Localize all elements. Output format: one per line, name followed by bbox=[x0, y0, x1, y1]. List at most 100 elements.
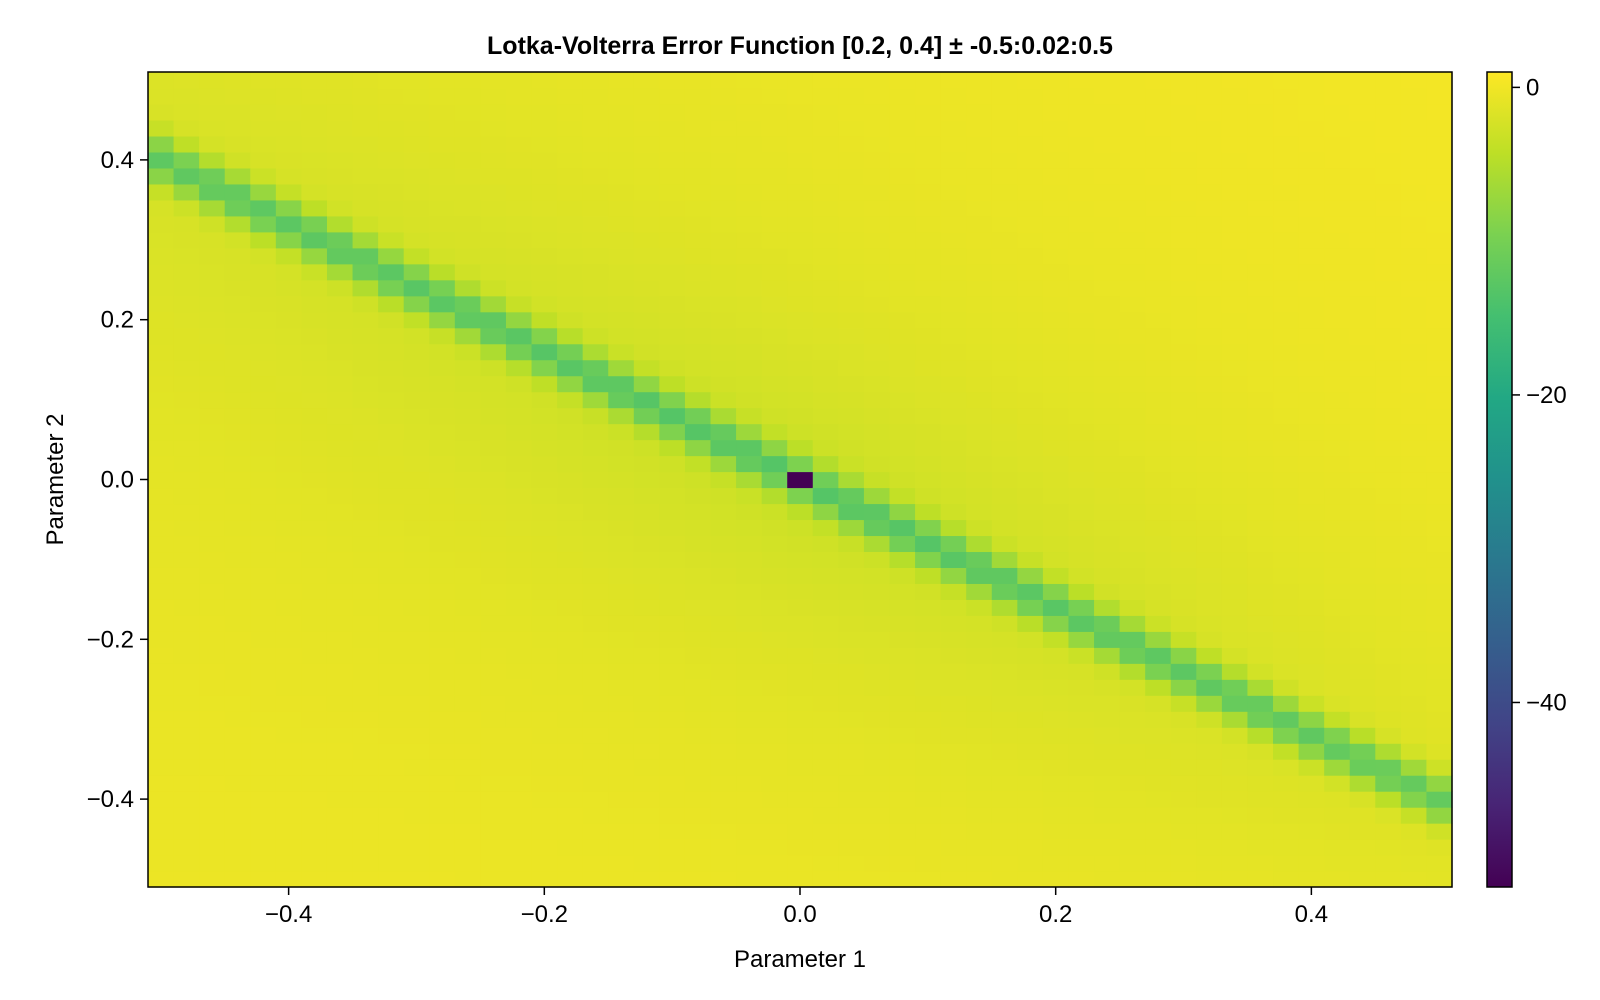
heatmap-cell bbox=[1119, 135, 1146, 153]
heatmap-cell bbox=[1349, 167, 1376, 185]
heatmap-cell bbox=[326, 567, 354, 584]
heatmap-cell bbox=[915, 487, 942, 505]
heatmap-cell bbox=[275, 407, 303, 425]
heatmap-cell bbox=[812, 615, 839, 632]
heatmap-cell bbox=[787, 839, 814, 856]
heatmap-cell bbox=[966, 743, 993, 760]
heatmap-cell bbox=[991, 663, 1018, 680]
heatmap-cell bbox=[582, 375, 609, 393]
heatmap-cell bbox=[429, 311, 456, 329]
heatmap-cell bbox=[352, 823, 379, 840]
heatmap-cell bbox=[966, 423, 993, 441]
heatmap-cell bbox=[838, 807, 865, 824]
heatmap-cell bbox=[838, 615, 865, 632]
heatmap-cell bbox=[1349, 231, 1376, 249]
heatmap-cell bbox=[224, 663, 251, 680]
heatmap-cell bbox=[659, 343, 686, 361]
heatmap-cell bbox=[1068, 391, 1095, 409]
heatmap-cell bbox=[966, 359, 993, 377]
heatmap-cell bbox=[991, 407, 1018, 425]
heatmap-cell bbox=[173, 103, 200, 121]
heatmap-cell bbox=[1400, 87, 1428, 105]
heatmap-cell bbox=[1196, 695, 1223, 712]
heatmap-cell bbox=[250, 375, 277, 393]
heatmap-cell bbox=[480, 503, 507, 521]
heatmap-cell bbox=[684, 407, 712, 425]
heatmap-cell bbox=[378, 247, 405, 265]
heatmap-cell bbox=[275, 183, 303, 201]
heatmap-cell bbox=[454, 807, 481, 824]
heatmap-cell bbox=[1094, 471, 1121, 489]
heatmap-cell bbox=[199, 567, 226, 584]
heatmap-cell bbox=[1094, 199, 1121, 217]
heatmap-cell bbox=[1298, 631, 1325, 648]
heatmap-cell bbox=[761, 72, 788, 89]
heatmap-cell bbox=[275, 503, 303, 521]
heatmap-cell bbox=[1375, 679, 1402, 696]
heatmap-cell bbox=[1273, 631, 1300, 648]
heatmap-cell bbox=[531, 855, 558, 872]
heatmap-cell bbox=[378, 679, 405, 696]
heatmap-cell bbox=[863, 72, 891, 89]
heatmap-cell bbox=[1017, 775, 1044, 792]
heatmap-cell bbox=[301, 231, 328, 249]
heatmap-cell bbox=[480, 551, 507, 568]
heatmap-cell bbox=[224, 743, 251, 760]
heatmap-cell bbox=[812, 599, 839, 616]
heatmap-cell bbox=[1375, 423, 1402, 441]
heatmap-cell bbox=[1426, 519, 1453, 537]
heatmap-cell bbox=[863, 711, 891, 728]
heatmap-cell bbox=[1017, 823, 1044, 840]
heatmap-cell bbox=[148, 567, 175, 584]
heatmap-cell bbox=[761, 455, 788, 473]
heatmap-cell bbox=[1400, 407, 1428, 425]
heatmap-cell bbox=[403, 567, 430, 584]
heatmap-cell bbox=[505, 263, 533, 281]
heatmap-cell bbox=[966, 871, 993, 888]
heatmap-cell bbox=[199, 215, 226, 233]
heatmap-cell bbox=[352, 695, 379, 712]
heatmap-cell bbox=[1298, 455, 1325, 473]
heatmap-cell bbox=[480, 119, 507, 137]
heatmap-cell bbox=[710, 279, 737, 297]
heatmap-cell bbox=[684, 423, 712, 441]
heatmap-cell bbox=[684, 583, 712, 600]
heatmap-cell bbox=[787, 663, 814, 680]
heatmap-cell bbox=[710, 535, 737, 553]
heatmap-cell bbox=[352, 279, 379, 297]
heatmap-cell bbox=[1119, 295, 1146, 313]
heatmap-cell bbox=[1247, 87, 1274, 105]
heatmap-cell bbox=[736, 679, 763, 696]
heatmap-cell bbox=[557, 807, 584, 824]
heatmap-cell bbox=[608, 567, 635, 584]
heatmap-cell bbox=[1068, 103, 1095, 121]
heatmap-cell bbox=[736, 567, 763, 584]
heatmap-cell bbox=[531, 535, 558, 553]
heatmap-cell bbox=[915, 519, 942, 537]
heatmap-cell bbox=[1017, 119, 1044, 137]
heatmap-cell bbox=[940, 647, 967, 664]
heatmap-cell bbox=[940, 823, 967, 840]
heatmap-cell bbox=[966, 759, 993, 776]
heatmap-cell bbox=[250, 263, 277, 281]
heatmap-cell bbox=[1119, 199, 1146, 217]
heatmap-cell bbox=[736, 871, 763, 888]
heatmap-cell bbox=[838, 519, 865, 537]
heatmap-cell bbox=[352, 567, 379, 584]
heatmap-cell bbox=[199, 631, 226, 648]
heatmap-cell bbox=[1273, 663, 1300, 680]
heatmap-cell bbox=[1375, 279, 1402, 297]
heatmap-cell bbox=[1042, 839, 1070, 856]
heatmap-cell bbox=[863, 663, 891, 680]
heatmap-cell bbox=[1119, 391, 1146, 409]
heatmap-cell bbox=[1094, 503, 1121, 521]
heatmap-cell bbox=[557, 631, 584, 648]
heatmap-cell bbox=[454, 647, 481, 664]
heatmap-cell bbox=[1017, 231, 1044, 249]
heatmap-cell bbox=[199, 279, 226, 297]
heatmap-cell bbox=[403, 503, 430, 521]
heatmap-cell bbox=[1375, 759, 1402, 776]
heatmap-cell bbox=[838, 743, 865, 760]
heatmap-cell bbox=[1426, 423, 1453, 441]
heatmap-cell bbox=[966, 471, 993, 489]
